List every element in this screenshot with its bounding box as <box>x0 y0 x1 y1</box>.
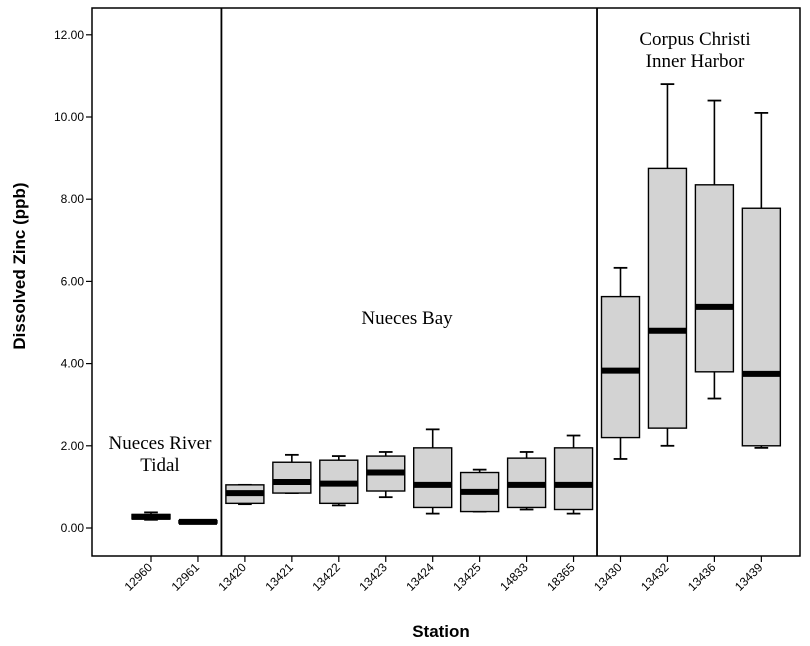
box-iqr <box>741 207 782 447</box>
box-12960 <box>131 511 171 521</box>
y-tick-label: 10.00 <box>54 110 84 124</box>
box-12961 <box>178 518 218 525</box>
x-tick-label: 13421 <box>262 560 296 594</box>
y-tick-label: 8.00 <box>61 192 85 206</box>
boxes <box>131 83 782 525</box>
x-tick-label: 13424 <box>403 560 437 594</box>
region-label: Tidal <box>140 455 179 476</box>
box-13421 <box>272 453 312 494</box>
group-dividers <box>220 8 598 556</box>
y-tick-label: 6.00 <box>61 274 85 288</box>
box-13439 <box>741 111 782 449</box>
y-axis-title: Dissolved Zinc (ppb) <box>10 182 29 349</box>
region-label: Corpus Christi <box>639 29 750 50</box>
y-tick-label: 2.00 <box>61 439 85 453</box>
x-tick-label: 13425 <box>450 560 484 594</box>
box-13424 <box>413 428 453 515</box>
box-14833 <box>506 451 547 511</box>
box-iqr <box>694 184 735 373</box>
x-tick-label: 14833 <box>497 560 531 594</box>
x-tick-label: 13436 <box>685 560 719 594</box>
x-tick-label: 13420 <box>216 560 250 594</box>
x-tick-label: 13439 <box>732 560 766 594</box>
x-tick-label: 12961 <box>169 560 203 594</box>
box-13430 <box>600 266 641 460</box>
box-iqr <box>553 447 594 511</box>
x-tick-label: 18365 <box>544 560 578 594</box>
x-axis: 12960 12961 13420 13421 13422 13423 13424 13425… <box>122 556 766 594</box>
box-13422 <box>319 455 359 507</box>
box-iqr <box>413 447 453 509</box>
x-tick-label: 13432 <box>638 560 672 594</box>
y-tick-label: 4.00 <box>61 357 85 371</box>
region-label: Nueces River <box>109 433 213 454</box>
region-label: Nueces Bay <box>361 308 453 329</box>
x-axis-title: Station <box>412 622 470 641</box>
box-13420 <box>225 483 265 506</box>
box-iqr <box>600 295 641 439</box>
box-iqr <box>647 167 688 429</box>
box-iqr <box>272 461 312 494</box>
x-tick-label: 13430 <box>591 560 625 594</box>
box-18365 <box>553 434 594 515</box>
x-tick-label: 12960 <box>122 560 156 594</box>
x-tick-label: 13422 <box>309 560 343 594</box>
y-tick-label: 0.00 <box>61 521 85 535</box>
box-13425 <box>459 468 500 513</box>
x-tick-label: 13423 <box>356 560 390 594</box>
y-tick-label: 12.00 <box>54 28 84 42</box>
box-13423 <box>366 451 406 499</box>
box-13436 <box>694 99 735 400</box>
y-axis: 0.00 2.00 4.00 6.00 8.00 10.00 12.00 <box>54 28 92 535</box>
region-label: Inner Harbor <box>646 51 745 72</box>
box-13432 <box>647 83 688 447</box>
